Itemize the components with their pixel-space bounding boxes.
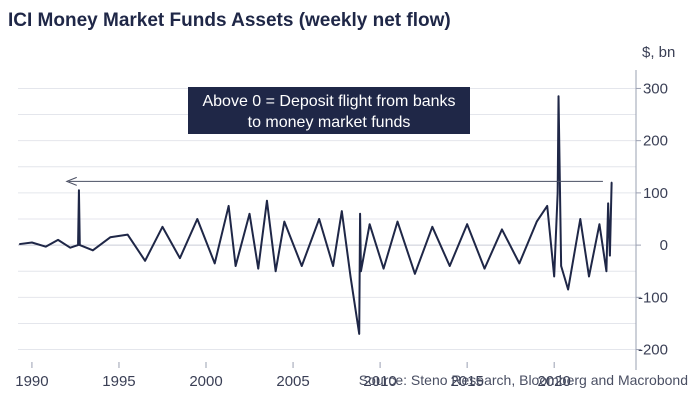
series-layer — [18, 95, 613, 335]
data-point — [213, 262, 216, 265]
data-point — [57, 239, 59, 241]
data-point — [431, 226, 434, 228]
y-tick-label: 200 — [643, 133, 668, 150]
y-axis: 300 200 100 0 -100 -200 — [635, 70, 668, 370]
data-point — [359, 212, 361, 215]
data-point — [557, 95, 560, 98]
x-tick-label: 2005 — [276, 373, 309, 390]
data-point — [349, 275, 352, 278]
y-tick-label: 300 — [643, 80, 668, 97]
data-point — [396, 220, 399, 223]
data-point — [257, 267, 260, 270]
annotation: Above 0 = Deposit flight from banks to mo… — [65, 87, 603, 186]
x-tick-label: 2010 — [363, 373, 396, 390]
x-tick-label: 1995 — [102, 373, 135, 390]
data-point — [69, 246, 72, 249]
data-point — [607, 202, 609, 205]
data-point — [414, 273, 416, 275]
data-point — [234, 265, 237, 267]
data-point — [448, 265, 451, 267]
data-point — [546, 205, 549, 207]
data-point — [92, 249, 94, 252]
data-point — [360, 270, 362, 273]
data-point — [579, 218, 582, 220]
y-tick-label: 0 — [660, 237, 668, 254]
data-point — [274, 270, 277, 273]
data-point — [556, 192, 559, 194]
annotation-text: to money market funds — [248, 114, 411, 131]
data-point — [79, 244, 81, 246]
data-point — [332, 265, 334, 267]
data-point — [283, 220, 286, 223]
data-point — [300, 265, 303, 267]
data-point — [227, 205, 230, 207]
data-point — [518, 262, 521, 265]
x-tick-label: 2000 — [189, 373, 222, 390]
x-axis: 1990 1995 2000 2005 2010 2015 2020 — [15, 362, 571, 390]
data-point — [144, 259, 146, 262]
data-point — [609, 254, 611, 257]
chart-title: ICI Money Market Funds Assets (weekly ne… — [8, 10, 451, 31]
data-point — [567, 288, 569, 291]
data-point — [368, 223, 371, 226]
data-point — [501, 228, 503, 231]
data-point — [318, 218, 320, 220]
data-point — [605, 270, 608, 273]
data-point — [560, 265, 562, 267]
data-point — [341, 210, 343, 212]
annotation-box — [188, 87, 470, 134]
data-point — [126, 233, 129, 236]
y-axis-unit-label: $, bn — [642, 44, 675, 61]
data-point — [196, 218, 199, 220]
data-point — [266, 199, 268, 202]
x-tick-label: 1990 — [15, 373, 48, 390]
data-point — [535, 220, 538, 223]
data-point — [466, 223, 468, 226]
data-point — [382, 267, 385, 270]
data-point — [248, 212, 251, 215]
data-point — [483, 267, 486, 270]
data-point — [78, 189, 80, 192]
data-point — [18, 243, 21, 245]
data-point — [31, 241, 33, 244]
data-point — [610, 181, 613, 184]
y-tick-label: -100 — [638, 289, 668, 306]
data-point — [45, 245, 47, 248]
data-point — [598, 223, 601, 226]
data-point — [179, 257, 181, 259]
data-point — [553, 275, 555, 278]
y-tick-label: 100 — [643, 185, 668, 202]
data-point — [588, 275, 590, 278]
data-point — [109, 236, 112, 239]
annotation-arrow-head — [65, 176, 77, 186]
data-point — [77, 244, 79, 246]
source-note: Source: Steno Research, Bloomberg and Ma… — [359, 372, 688, 388]
data-point — [358, 333, 361, 335]
data-point — [161, 226, 164, 228]
y-tick-label: -200 — [638, 342, 668, 359]
x-tick-label: 2020 — [537, 373, 570, 390]
x-tick-label: 2015 — [450, 373, 483, 390]
annotation-text: Above 0 = Deposit flight from banks — [202, 93, 455, 110]
